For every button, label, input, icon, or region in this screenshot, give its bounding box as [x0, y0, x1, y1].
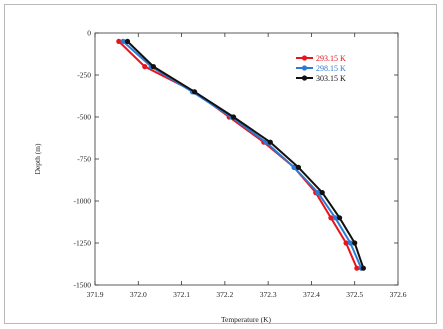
- legend-item: 293.15 K: [296, 54, 346, 63]
- data-point: [336, 215, 343, 221]
- data-point: [142, 64, 148, 70]
- y-tick-label: -750: [77, 155, 91, 164]
- x-axis-label: Temperature (K): [221, 315, 272, 324]
- data-point: [150, 64, 157, 70]
- legend-label: 293.15 K: [316, 54, 346, 63]
- data-point: [347, 240, 353, 246]
- data-point: [116, 38, 122, 45]
- data-point: [352, 240, 358, 246]
- x-axis: 371.9 372.0 372.1 372.2 372.3 372.4 372.5 372.6: [87, 33, 407, 299]
- legend-label: 298.15 K: [316, 64, 346, 73]
- x-tick-label: 372.4: [303, 290, 320, 299]
- y-tick-label: 0: [87, 29, 91, 38]
- y-tick-label: -500: [77, 113, 91, 122]
- x-tick-label: 371.9: [87, 290, 104, 299]
- x-tick-label: 372.3: [260, 290, 277, 299]
- legend-marker: [301, 65, 308, 71]
- y-tick-label: -1500: [74, 281, 92, 290]
- series-2: [124, 38, 366, 271]
- y-tick-label: -250: [77, 71, 91, 80]
- data-point: [124, 38, 131, 45]
- data-point: [120, 38, 126, 45]
- x-tick-label: 372.6: [390, 290, 407, 299]
- x-tick-label: 372.5: [346, 290, 363, 299]
- series-line: [126, 40, 365, 269]
- data-point: [343, 240, 349, 246]
- data-point: [332, 215, 338, 221]
- data-point: [360, 265, 366, 271]
- y-tick-label: -1000: [74, 197, 92, 206]
- figure-frame: [4, 4, 437, 324]
- legend-item: 303.15 K: [296, 74, 346, 83]
- y-axis: 0 -250 -500 -750 -1000 -1250 -1500: [74, 29, 398, 290]
- legend-marker: [301, 55, 308, 61]
- data-point: [191, 89, 198, 95]
- data-point: [291, 164, 297, 170]
- series-line: [122, 40, 363, 269]
- data-point: [328, 215, 334, 221]
- data-point: [354, 265, 360, 271]
- y-axis-label: Depth (m): [33, 143, 42, 175]
- legend-marker: [301, 75, 308, 81]
- y-tick-label: -1250: [74, 239, 92, 248]
- legend-label: 303.15 K: [316, 74, 346, 83]
- data-point: [315, 190, 321, 196]
- data-point: [230, 114, 237, 120]
- legend-item: 298.15 K: [296, 64, 346, 73]
- x-tick-label: 372.2: [216, 290, 233, 299]
- data-point: [295, 164, 302, 170]
- data-point: [319, 190, 325, 196]
- x-tick-label: 372.0: [130, 290, 147, 299]
- data-point: [267, 139, 273, 145]
- x-tick-label: 372.1: [173, 290, 190, 299]
- series-layer: [116, 38, 366, 271]
